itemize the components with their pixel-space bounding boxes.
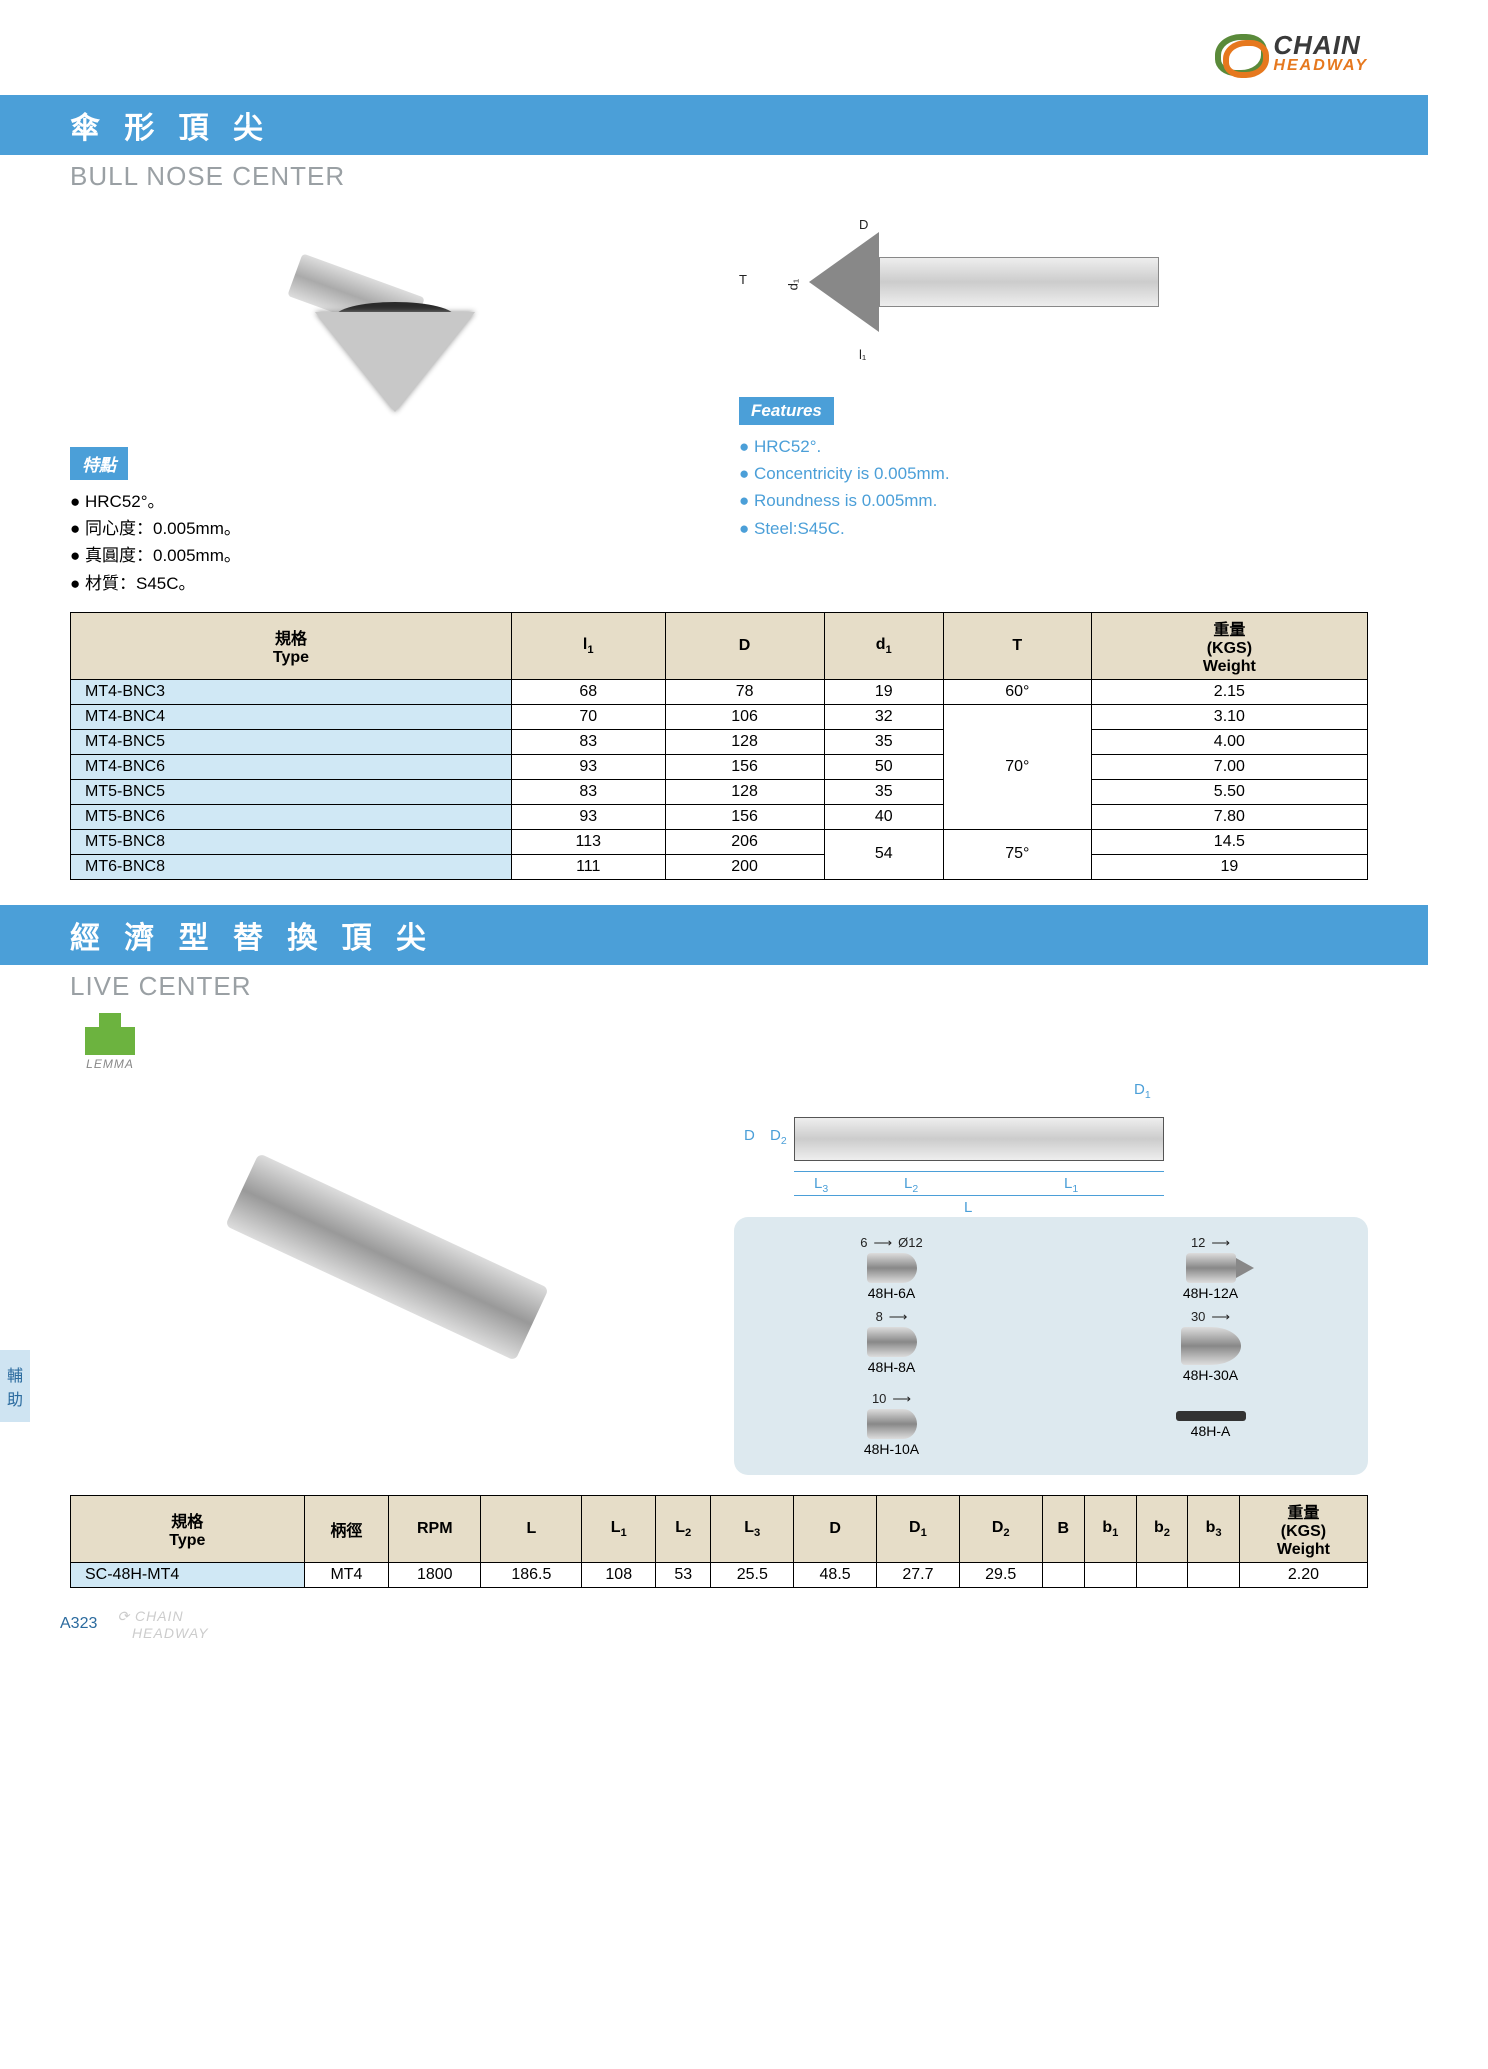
table-row: MT4-BNC583128354.00 [71,729,1368,754]
feature-item: Concentricity is 0.005mm. [739,460,1368,487]
col-b3: b3 [1188,1495,1240,1562]
col-weight: 重量(KGS)Weight [1091,612,1367,679]
col-type: 規格Type [71,612,512,679]
col-T: T [943,612,1091,679]
brand-mark-icon [1215,34,1265,72]
tech-diagram-livecenter: D D2 D1 L3 L2 L1 L [734,1087,1368,1217]
table-row: MT5-BNC583128355.50 [71,779,1368,804]
footer-brand-icon: ⟳ CHAIN HEADWAY [117,1608,208,1641]
tip-item: 10 ⟶ 48H-10A [762,1391,1021,1457]
col-L: L [481,1495,582,1562]
tip-label: 48H-A [1191,1423,1231,1439]
col-type: 規格Type [71,1495,305,1562]
product-image-livecenter [70,1087,704,1427]
brand-line2: HEADWAY [1273,57,1368,75]
table-row: MT5-BNC693156407.80 [71,804,1368,829]
col-shank: 柄徑 [304,1495,389,1562]
feature-item: HRC52°. [739,433,1368,460]
tip-label: 48H-8A [868,1359,915,1375]
section1-title-en: BULL NOSE CENTER [0,161,1428,192]
tips-accessory-box: 6 ⟶ Ø12 48H-6A 12 ⟶ 48H-12A 8 ⟶ 4 [734,1217,1368,1475]
section2-title-en: LIVE CENTER [0,971,1428,1002]
feature-item: 真圓度：0.005mm。 [70,542,699,569]
col-b1: b1 [1085,1495,1137,1562]
side-tab: 輔助 [0,1350,30,1422]
col-D: D [794,1495,877,1562]
tip-label: 48H-10A [864,1441,919,1457]
table-row: MT4-BNC368781960°2.15 [71,679,1368,704]
tip-label: 48H-6A [868,1285,915,1301]
feature-item: Roundness is 0.005mm. [739,487,1368,514]
features-label-cn: 特點 [70,447,128,480]
tip-item: 30 ⟶ 48H-30A [1081,1309,1340,1383]
col-l1: l1 [511,612,665,679]
col-L2: L2 [656,1495,711,1562]
spec-table-livecenter: 規格Type 柄徑 RPM L L1 L2 L3 D D1 D2 B b1 b2… [70,1495,1368,1588]
tip-label: 48H-30A [1183,1367,1238,1383]
col-L1: L1 [582,1495,656,1562]
tip-item: 12 ⟶ 48H-12A [1081,1235,1340,1301]
feature-item: HRC52°。 [70,488,699,515]
col-rpm: RPM [389,1495,481,1562]
spec-table-bullnose: 規格Type l1 D d1 T 重量(KGS)Weight MT4-BNC36… [70,612,1368,880]
col-d1: d1 [824,612,943,679]
section2-title-cn: 經 濟 型 替 換 頂 尖 [70,913,434,957]
feature-item: Steel:S45C. [739,515,1368,542]
col-B: B [1042,1495,1084,1562]
features-list-en: HRC52°. Concentricity is 0.005mm. Roundn… [739,433,1368,542]
tip-item: 48H-A [1081,1391,1340,1457]
section1-title-cn: 傘 形 頂 尖 [70,103,271,147]
tip-label: 48H-12A [1183,1285,1238,1301]
table-row: SC-48H-MT4 MT4 1800 186.5 108 53 25.5 48… [71,1562,1368,1587]
feature-item: 材質：S45C。 [70,570,699,597]
tech-diagram-bullnose: T d₁ D l₁ [739,217,1368,397]
col-b2: b2 [1136,1495,1188,1562]
features-list-cn: HRC52°。 同心度：0.005mm。 真圓度：0.005mm。 材質：S45… [70,488,699,597]
tip-item: 8 ⟶ 48H-8A [762,1309,1021,1383]
table-row: MT4-BNC4701063270°3.10 [71,704,1368,729]
section2-title-band: 經 濟 型 替 換 頂 尖 [0,905,1428,965]
col-D2: D2 [959,1495,1042,1562]
table-row: MT4-BNC693156507.00 [71,754,1368,779]
product-image-bullnose [70,217,699,447]
lemma-logo: LEMMA [70,1027,150,1077]
col-weight: 重量(KGS)Weight [1239,1495,1367,1562]
page-number: A323 [60,1615,97,1633]
section1-title-band: 傘 形 頂 尖 [0,95,1428,155]
feature-item: 同心度：0.005mm。 [70,515,699,542]
tip-item: 6 ⟶ Ø12 48H-6A [762,1235,1021,1301]
col-D1: D1 [877,1495,960,1562]
features-label-en: Features [739,397,834,425]
table-row: MT6-BNC811120019 [71,854,1368,879]
col-D: D [665,612,824,679]
page-footer: A323 ⟳ CHAIN HEADWAY [0,1588,1428,1641]
col-L3: L3 [711,1495,794,1562]
brand-logo: CHAIN HEADWAY [0,30,1428,75]
table-row: MT5-BNC81132065475°14.5 [71,829,1368,854]
